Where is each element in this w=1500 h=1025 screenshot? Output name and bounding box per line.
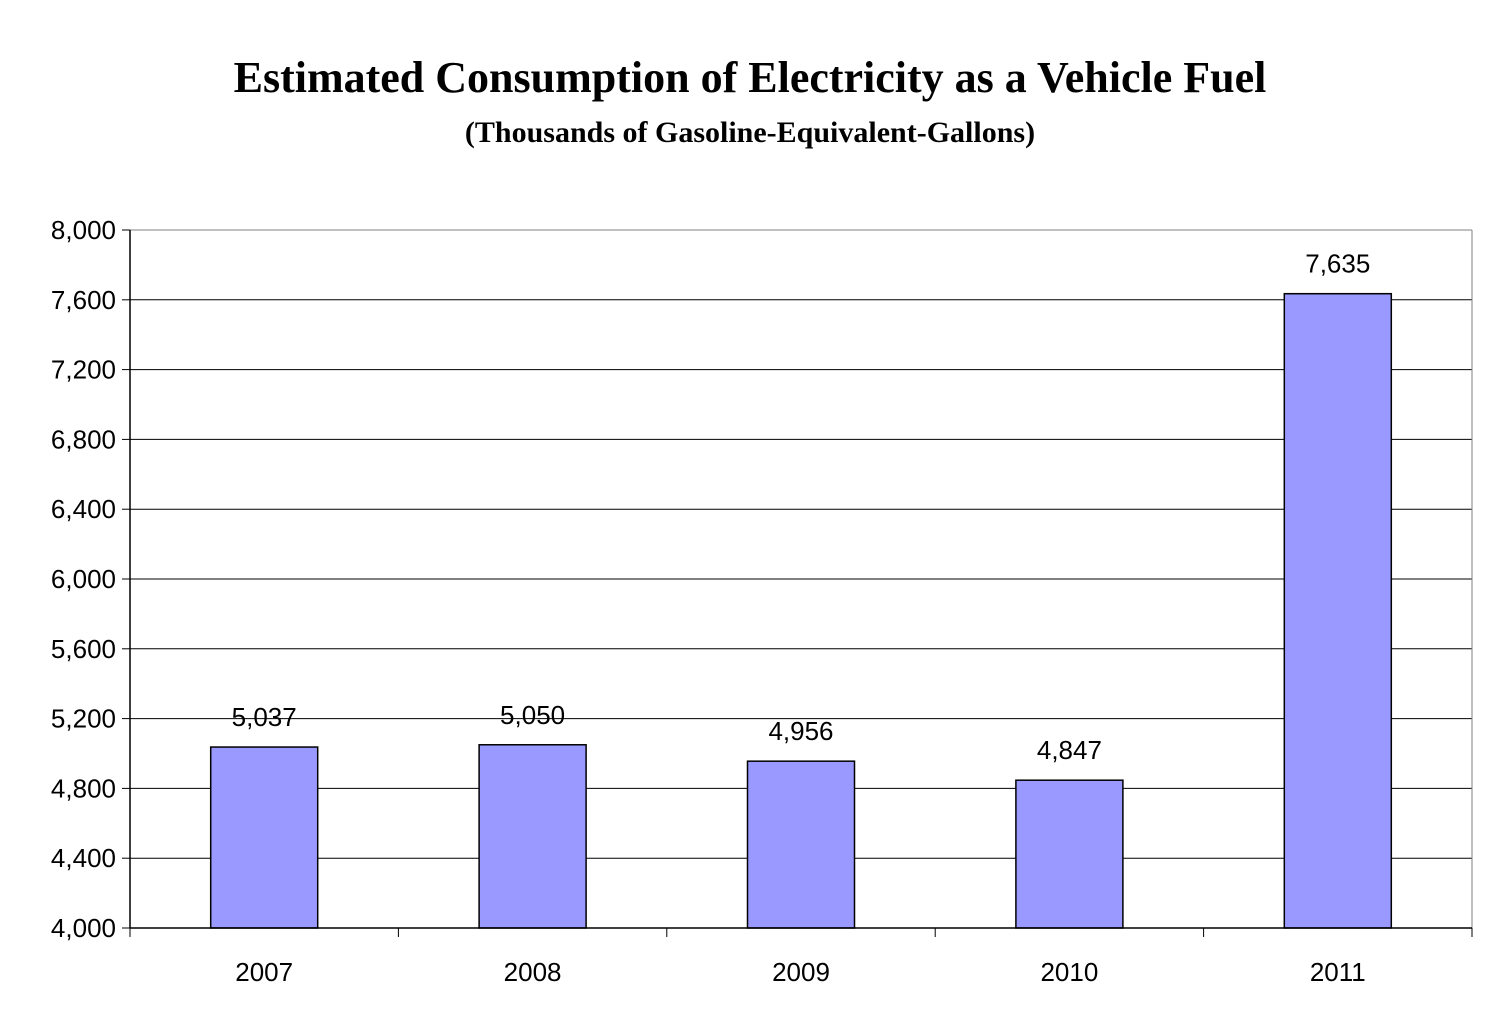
bar-2008 bbox=[478, 744, 587, 929]
data-label-2008: 5,050 bbox=[500, 700, 565, 730]
x-tick-label-2011: 2011 bbox=[1310, 957, 1366, 987]
bar-2007 bbox=[209, 746, 319, 929]
data-labels: 5,037 5,050 4,956 4,847 7,635 bbox=[232, 249, 1371, 766]
y-tick-label: 4,800 bbox=[51, 773, 116, 803]
x-tick-label-2009: 2009 bbox=[772, 957, 830, 987]
x-tick-label-2010: 2010 bbox=[1040, 957, 1098, 987]
chart-title: Estimated Consumption of Electricity as … bbox=[233, 53, 1267, 102]
data-label-2007: 5,037 bbox=[232, 702, 297, 732]
y-tick-label: 5,600 bbox=[51, 634, 116, 664]
y-tick-label: 7,200 bbox=[51, 355, 116, 385]
x-tick-label-2008: 2008 bbox=[504, 957, 562, 987]
y-tick-label: 6,400 bbox=[51, 494, 116, 524]
data-label-2011: 7,635 bbox=[1305, 249, 1370, 279]
x-axis: 2007 2008 2009 2010 2011 bbox=[129, 928, 1473, 987]
bar-2011 bbox=[1283, 292, 1393, 929]
data-label-2010: 4,847 bbox=[1037, 735, 1102, 765]
bar-2010 bbox=[1015, 779, 1124, 929]
y-tick-label: 5,200 bbox=[51, 704, 116, 734]
y-tick-label: 6,800 bbox=[51, 424, 116, 454]
y-tick-label: 7,600 bbox=[51, 285, 116, 315]
bars bbox=[209, 292, 1393, 929]
y-tick-label: 6,000 bbox=[51, 564, 116, 594]
gridlines bbox=[130, 229, 1472, 859]
bar-2009 bbox=[746, 760, 856, 929]
data-label-2009: 4,956 bbox=[768, 716, 833, 746]
y-tick-label: 8,000 bbox=[51, 215, 116, 245]
x-tick-label-2007: 2007 bbox=[235, 957, 293, 987]
y-tick-label: 4,000 bbox=[51, 913, 116, 943]
chart-subtitle: (Thousands of Gasoline-Equivalent-Gallon… bbox=[464, 116, 1036, 149]
y-tick-label: 4,400 bbox=[51, 843, 116, 873]
plot-frame bbox=[129, 229, 1473, 929]
y-axis: 4,000 4,400 4,800 5,200 5,600 6,000 6,400 6,800… bbox=[51, 215, 130, 943]
